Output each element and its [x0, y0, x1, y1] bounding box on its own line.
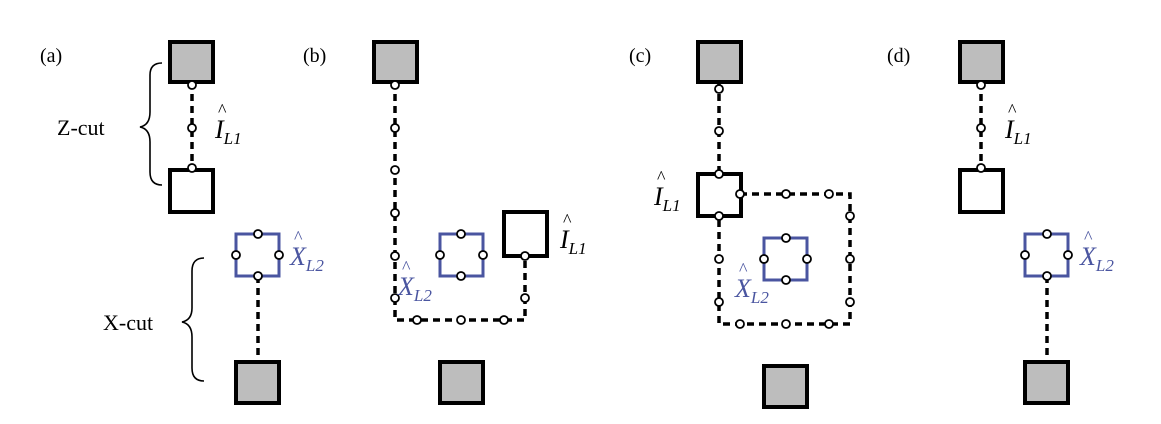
- operator-X-L2: XL2: [289, 242, 324, 275]
- hat-accent: ^: [563, 210, 572, 230]
- qubit-dot: [520, 251, 530, 261]
- x-cut-brace: [181, 257, 205, 382]
- qubit-dot: [478, 250, 488, 260]
- operator-I-L1: IL1: [1004, 115, 1032, 148]
- hat-accent: ^: [294, 227, 303, 247]
- hat-accent: ^: [657, 167, 666, 187]
- qubit-dot: [976, 80, 986, 90]
- qubit-dot: [781, 233, 791, 243]
- operator-X-L2: XL2: [1079, 242, 1114, 275]
- operator-I-L1: IL1: [559, 225, 587, 258]
- qubit-dot: [759, 254, 769, 264]
- qubit-dot: [976, 123, 986, 133]
- qubit-dot: [390, 293, 400, 303]
- qubit-dot: [735, 189, 745, 199]
- gray-plaquette-bottom: [438, 360, 485, 405]
- panel-b-label: (b): [303, 45, 326, 67]
- panel-d-label: (d): [887, 45, 910, 67]
- panel-a-label: (a): [40, 45, 62, 67]
- qubit-dot: [1020, 250, 1030, 260]
- white-plaquette: [958, 168, 1005, 214]
- qubit-dot: [456, 315, 466, 325]
- operator-X-L2: XL2: [397, 272, 432, 305]
- gray-plaquette-top: [696, 40, 743, 84]
- qubit-dot: [781, 275, 791, 285]
- panel-a: (a) Z-cut X-cut IL1 ^ XL2 ^: [40, 40, 324, 405]
- hat-accent: ^: [1008, 100, 1017, 120]
- qubit-dot: [714, 169, 724, 179]
- qubit-dot: [781, 189, 791, 199]
- qubit-dot: [187, 163, 197, 173]
- operator-I-L1: IL1: [214, 115, 242, 148]
- qubit-dot: [390, 208, 400, 218]
- qubit-dot: [499, 315, 509, 325]
- qubit-dot: [1042, 229, 1052, 239]
- white-plaquette: [696, 172, 743, 218]
- qubit-dot: [456, 229, 466, 239]
- qubit-dot: [714, 254, 724, 264]
- gray-plaquette-bottom: [762, 364, 809, 409]
- qubit-dot: [456, 271, 466, 281]
- hat-accent: ^: [739, 259, 748, 279]
- qubit-dot: [253, 229, 263, 239]
- deformed-chain: [393, 82, 527, 322]
- hat-accent: ^: [218, 100, 227, 120]
- qubit-dot: [390, 251, 400, 261]
- deformed-loop: [717, 192, 852, 326]
- gray-plaquette-bottom: [234, 360, 281, 405]
- qubit-dot: [735, 319, 745, 329]
- qubit-dot: [390, 80, 400, 90]
- blue-plaquette: [438, 232, 485, 278]
- white-plaquette: [502, 210, 549, 258]
- operator-X-L2: XL2: [734, 274, 769, 307]
- qubit-dot: [274, 250, 284, 260]
- blue-plaquette: [1023, 232, 1070, 278]
- qubit-dot: [714, 211, 724, 221]
- qubit-dot: [824, 189, 834, 199]
- x-cut-label: X-cut: [103, 310, 153, 335]
- qubit-dot: [824, 319, 834, 329]
- qubit-dot: [412, 315, 422, 325]
- qubit-dot: [253, 271, 263, 281]
- qubit-dot: [231, 250, 241, 260]
- qubit-dot: [520, 293, 530, 303]
- qubit-dot: [845, 211, 855, 221]
- qubit-dot: [390, 123, 400, 133]
- qubit-dot: [187, 123, 197, 133]
- z-cut-label: Z-cut: [57, 115, 105, 140]
- blue-plaquette: [234, 232, 281, 278]
- qubit-dot: [802, 254, 812, 264]
- qubit-dot: [1063, 250, 1073, 260]
- gray-plaquette-bottom: [1023, 360, 1070, 405]
- gray-plaquette-top: [958, 40, 1005, 84]
- qubit-dot: [714, 297, 724, 307]
- hat-accent: ^: [1084, 227, 1093, 247]
- qubit-dot: [781, 319, 791, 329]
- qubit-dot: [187, 80, 197, 90]
- qubit-dot: [976, 163, 986, 173]
- hat-accent: ^: [402, 257, 411, 277]
- gray-plaquette-top: [168, 40, 215, 84]
- panel-b: (b) IL1 ^ XL2 ^: [303, 40, 587, 405]
- qubit-dot: [845, 297, 855, 307]
- panel-d: (d) IL1 ^ XL2 ^: [887, 40, 1114, 405]
- qubit-dot: [435, 250, 445, 260]
- panel-c: (c) IL1 ^ XL2 ^: [629, 40, 855, 409]
- qubit-dot: [1042, 271, 1052, 281]
- blue-plaquette: [762, 236, 809, 282]
- qubit-dot: [845, 254, 855, 264]
- qubit-dot: [714, 84, 724, 94]
- white-plaquette: [168, 168, 215, 214]
- gray-plaquette-top: [372, 40, 419, 84]
- panel-c-label: (c): [629, 45, 651, 67]
- qubit-dot: [714, 126, 724, 136]
- z-cut-brace: [139, 62, 163, 186]
- qubit-dot: [390, 165, 400, 175]
- operator-I-L1: IL1: [653, 182, 681, 215]
